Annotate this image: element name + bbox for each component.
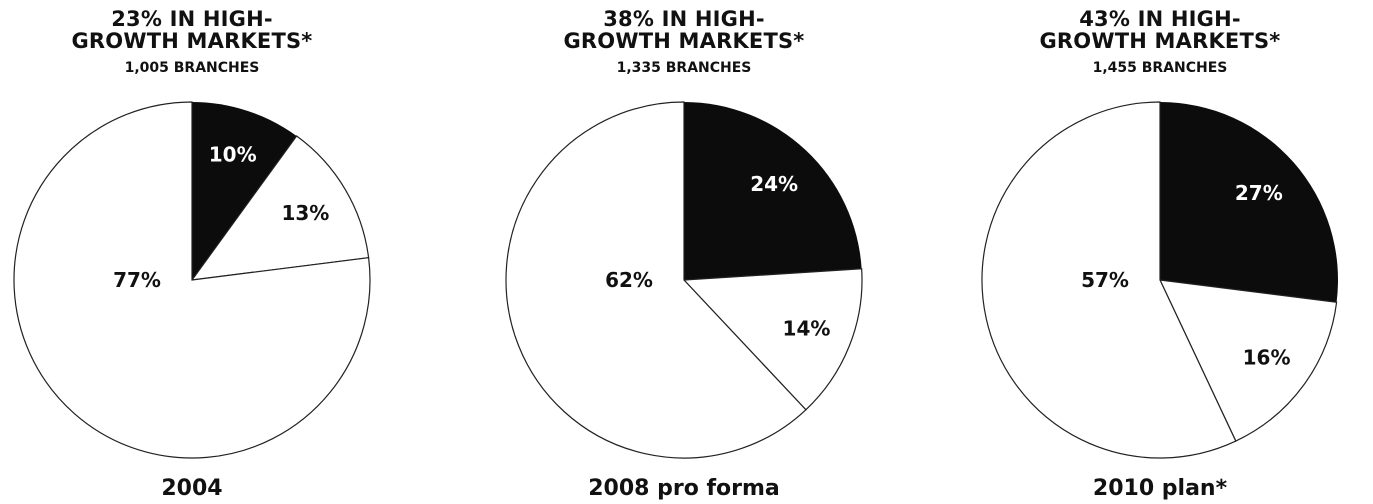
pie-chart-2010: 27% 16% 57% — [981, 101, 1338, 459]
chart-title: 38% IN HIGH- GROWTH MARKETS* — [464, 8, 904, 52]
slice-label-1: 27% — [1235, 181, 1283, 205]
slice-label-1: 24% — [750, 172, 798, 196]
chart-title-line: 38% IN HIGH- — [603, 7, 765, 31]
pie-panel-2004: 23% IN HIGH- GROWTH MARKETS* 1,005 BRANC… — [0, 0, 412, 504]
chart-title-line: 23% IN HIGH- — [111, 7, 273, 31]
slice-label-3: 57% — [1081, 268, 1129, 292]
slice-label-2: 13% — [281, 201, 329, 225]
chart-title: 43% IN HIGH- GROWTH MARKETS* — [940, 8, 1373, 52]
chart-year-label: 2010 plan* — [1092, 476, 1228, 501]
branch-count: 1,005 BRANCHES — [124, 60, 260, 76]
slice-label-2: 16% — [1243, 345, 1291, 369]
pie-chart-2004: 10% 13% 77% — [13, 101, 371, 459]
chart-title-line: GROWTH MARKETS* — [563, 29, 805, 54]
pie-slice-2 — [190, 135, 370, 281]
chart-title-line: 43% IN HIGH- — [1079, 7, 1241, 31]
slice-label-3: 62% — [605, 268, 653, 292]
pie-chart-2008: 24% 14% 62% — [505, 101, 863, 459]
slice-label-3: 77% — [113, 268, 161, 292]
branch-count: 1,335 BRANCHES — [616, 60, 752, 76]
pie-slice-2 — [682, 268, 863, 411]
pie-panel-2010: 43% IN HIGH- GROWTH MARKETS* 1,455 BRANC… — [940, 0, 1373, 504]
chart-title-line: GROWTH MARKETS* — [1039, 29, 1281, 54]
pie-slice-1 — [192, 102, 297, 280]
pie-slice-3 — [13, 101, 371, 459]
chart-title-line: GROWTH MARKETS* — [71, 29, 313, 54]
chart-title: 23% IN HIGH- GROWTH MARKETS* — [0, 8, 412, 52]
pie-slice-1 — [1160, 102, 1338, 303]
pie-slice-2 — [1158, 279, 1338, 442]
slice-label-1: 10% — [209, 143, 257, 167]
chart-year-label: 2008 pro forma — [588, 476, 780, 501]
slice-label-2: 14% — [783, 316, 831, 340]
chart-year-label: 2004 — [161, 476, 223, 501]
pie-slice-3 — [505, 101, 807, 459]
branch-count: 1,455 BRANCHES — [1092, 60, 1228, 76]
pie-slice-3 — [981, 101, 1237, 459]
pie-slice-1 — [684, 102, 862, 280]
pie-panel-2008: 38% IN HIGH- GROWTH MARKETS* 1,335 BRANC… — [464, 0, 904, 504]
